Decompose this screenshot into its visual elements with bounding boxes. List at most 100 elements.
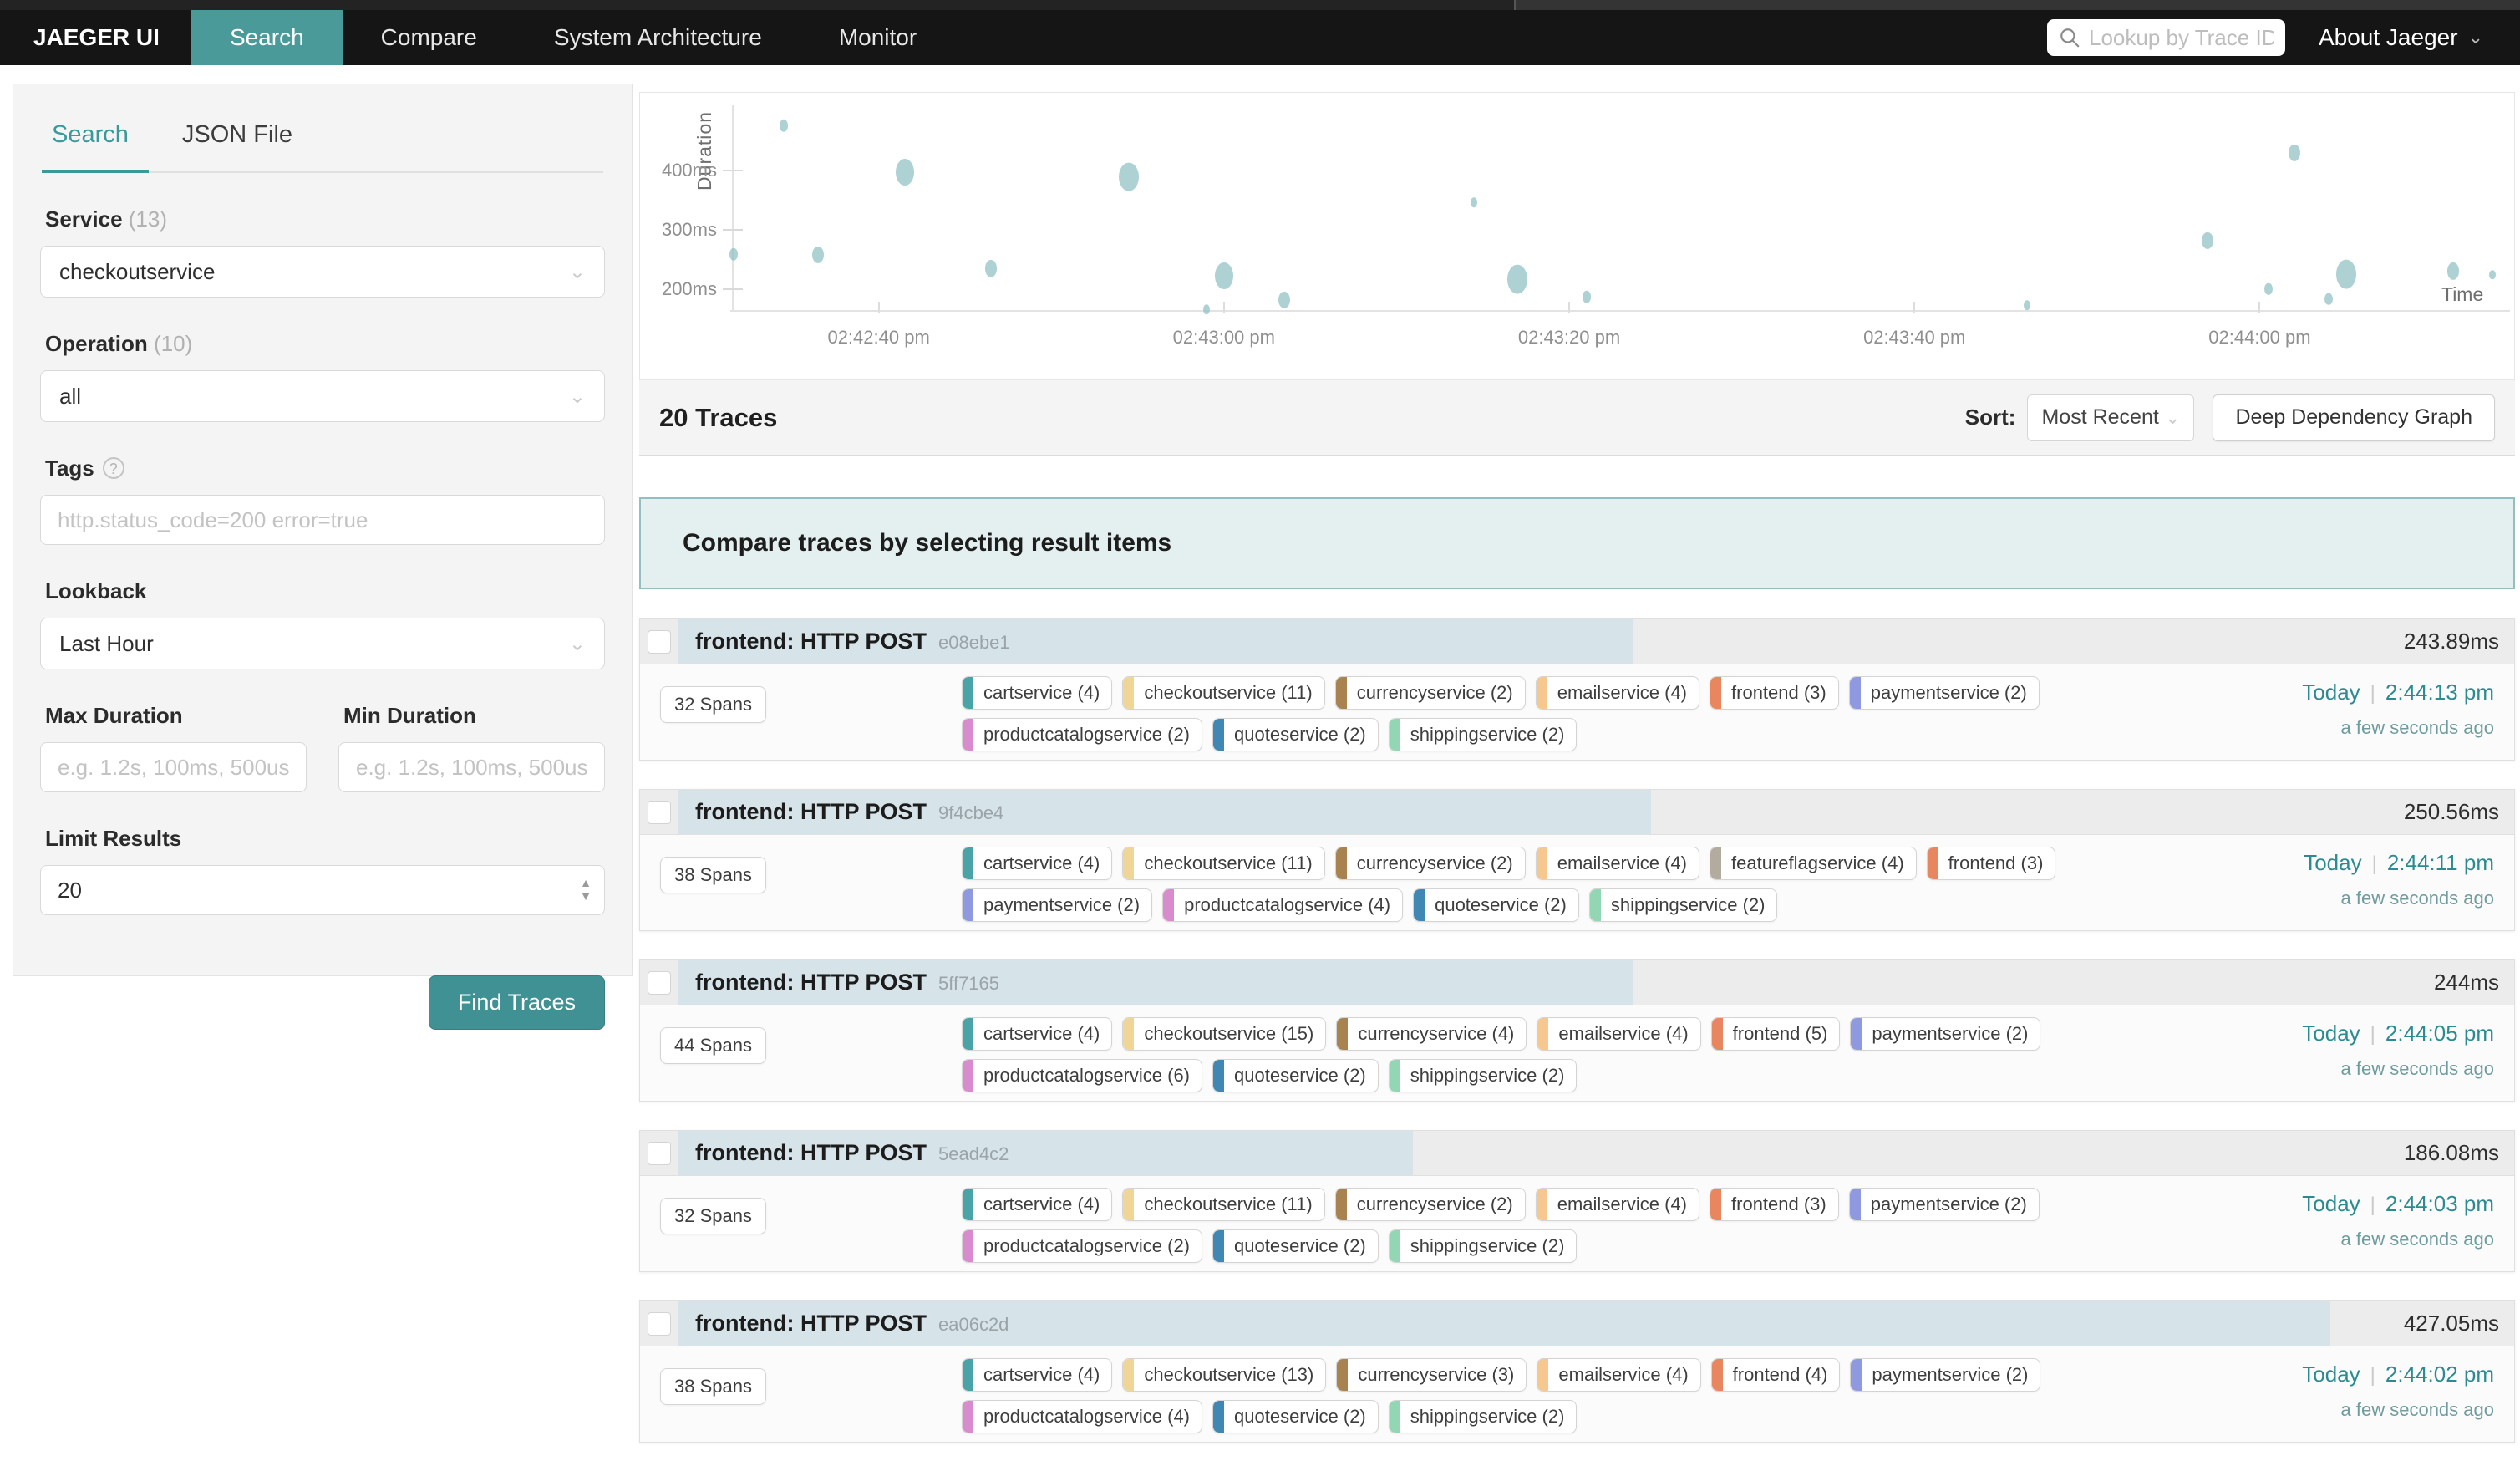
scatter-point[interactable] [1203,304,1211,315]
max-duration-input[interactable] [40,742,307,792]
service-tag-label: shippingservice (2) [1610,894,1766,915]
trace-header[interactable]: frontend: HTTP POST 5ff7165 244ms [640,960,2514,1005]
service-tag-productcatalogservice-2: productcatalogservice (2) [962,1229,1203,1263]
nav-item-monitor[interactable]: Monitor [838,24,917,50]
trace-result-card[interactable]: frontend: HTTP POST ea06c2d 427.05ms 38 … [639,1300,2515,1443]
scatter-point[interactable] [1214,262,1233,289]
trace-result-card[interactable]: frontend: HTTP POST 5ead4c2 186.08ms 32 … [639,1130,2515,1272]
scatter-point[interactable] [2335,259,2356,289]
scatter-point[interactable] [2023,300,2030,311]
min-duration-input[interactable] [338,742,605,792]
trace-title: frontend: HTTP POST [695,629,927,654]
trace-time-link[interactable]: 2:44:13 pm [2385,680,2494,705]
span-count-chip: 44 Spans [660,1027,766,1064]
trace-time-block: Today | 2:44:11 pm a few seconds ago [2304,850,2494,909]
limit-results-input[interactable] [40,865,605,915]
scatter-point[interactable] [2446,262,2459,280]
service-tags: cartservice (4) checkoutservice (13) cur… [962,1358,2098,1433]
step-up-icon[interactable]: ▲ [580,876,592,889]
scatter-point[interactable] [1119,162,1140,192]
nav-item-compare[interactable]: Compare [380,24,477,50]
trace-date-link[interactable]: Today [2302,1362,2360,1387]
y-tick-mark [723,288,743,290]
trace-checkbox-area [640,960,678,1005]
service-tag-checkoutservice-11: checkoutservice (11) [1122,847,1325,880]
x-axis-line [730,310,2510,312]
operation-select[interactable]: all ⌄ [40,370,605,422]
scatter-point[interactable] [1471,197,1478,207]
active-tab-underline [42,170,149,173]
trace-select-checkbox[interactable] [648,1141,671,1165]
trace-duration: 250.56ms [2403,799,2499,824]
trace-lookup-box[interactable] [2046,19,2285,56]
trace-time-link[interactable]: 2:44:05 pm [2385,1021,2494,1046]
sort-select[interactable]: Most Recent ⌄ [2027,394,2195,441]
sidebar-tab-search[interactable]: Search [52,121,129,148]
trace-id: 5ead4c2 [938,1143,1009,1164]
service-color-bar [1589,889,1601,921]
trace-result-card[interactable]: frontend: HTTP POST 5ff7165 244ms 44 Spa… [639,959,2515,1102]
trace-select-checkbox[interactable] [648,800,671,824]
trace-duration-bar [678,960,1633,1005]
trace-header-main[interactable]: frontend: HTTP POST 9f4cbe4 250.56ms [678,790,2514,834]
scatter-point[interactable] [729,248,738,261]
trace-header[interactable]: frontend: HTTP POST 5ead4c2 186.08ms [640,1131,2514,1176]
scatter-point[interactable] [1507,264,1528,294]
trace-header-main[interactable]: frontend: HTTP POST ea06c2d 427.05ms [678,1301,2514,1346]
trace-result-card[interactable]: frontend: HTTP POST e08ebe1 243.89ms 32 … [639,618,2515,761]
scatter-point[interactable] [779,119,788,132]
find-traces-button[interactable]: Find Traces [428,975,605,1030]
service-color-bar [963,1060,973,1092]
trace-date-link[interactable]: Today [2302,1191,2360,1216]
deep-dependency-graph-button[interactable]: Deep Dependency Graph [2213,394,2495,441]
trace-time-link[interactable]: 2:44:03 pm [2385,1191,2494,1216]
service-tag-shippingservice-2: shippingservice (2) [1588,888,1778,922]
tags-input[interactable] [40,495,605,545]
trace-time-link[interactable]: 2:44:02 pm [2385,1362,2494,1387]
trace-result-card[interactable]: frontend: HTTP POST 9f4cbe4 250.56ms 38 … [639,789,2515,931]
scatter-point[interactable] [1582,291,1591,303]
scatter-point[interactable] [1278,291,1291,309]
sidebar-tab-json-file[interactable]: JSON File [181,121,293,148]
service-color-bar [1213,1401,1225,1433]
number-stepper[interactable]: ▲ ▼ [580,877,592,902]
scatter-point[interactable] [2288,144,2300,161]
nav-item-search[interactable]: Search [191,10,343,65]
trace-select-checkbox[interactable] [648,629,671,654]
service-tag-emailservice-4: emailservice (4) [1535,676,1700,710]
trace-header-main[interactable]: frontend: HTTP POST 5ff7165 244ms [678,960,2514,1005]
sort-select-value: Most Recent [2041,405,2159,429]
service-color-bar [1123,847,1135,879]
trace-select-checkbox[interactable] [648,1311,671,1336]
trace-header-main[interactable]: frontend: HTTP POST e08ebe1 243.89ms [678,619,2514,664]
service-select[interactable]: checkoutservice ⌄ [40,246,605,298]
lookback-select[interactable]: Last Hour ⌄ [40,618,605,669]
trace-header[interactable]: frontend: HTTP POST ea06c2d 427.05ms [640,1301,2514,1346]
scatter-point[interactable] [895,159,914,186]
trace-date-link[interactable]: Today [2302,1021,2360,1046]
trace-select-checkbox[interactable] [648,970,671,995]
scatter-point[interactable] [812,246,825,264]
service-color-bar [963,677,973,709]
search-sidebar: Search JSON File Service (13) checkoutse… [13,84,633,1030]
trace-header-main[interactable]: frontend: HTTP POST 5ead4c2 186.08ms [678,1131,2514,1175]
x-tick-label: 02:43:20 pm [1517,327,1621,348]
trace-header[interactable]: frontend: HTTP POST 9f4cbe4 250.56ms [640,790,2514,835]
step-down-icon[interactable]: ▼ [580,889,592,903]
about-jaeger-menu[interactable]: About Jaeger ⌄ [2319,10,2483,65]
trace-lookup-input[interactable] [2088,24,2274,51]
trace-date-link[interactable]: Today [2302,680,2360,705]
nav-item-system-architecture[interactable]: System Architecture [553,24,762,50]
scatter-point[interactable] [2489,269,2497,280]
help-icon[interactable]: ? [102,457,124,479]
scatter-point[interactable] [984,260,997,277]
scatter-point[interactable] [2263,282,2273,295]
trace-header[interactable]: frontend: HTTP POST e08ebe1 243.89ms [640,619,2514,664]
trace-time-link[interactable]: 2:44:11 pm [2386,850,2494,875]
x-tick-mark [1913,302,1916,313]
scatter-point[interactable] [2324,293,2334,305]
trace-date-link[interactable]: Today [2304,850,2362,875]
service-tags: cartservice (4) checkoutservice (11) cur… [962,847,2098,922]
trace-relative-time: a few seconds ago [2340,1399,2494,1420]
scatter-point[interactable] [2202,232,2214,250]
